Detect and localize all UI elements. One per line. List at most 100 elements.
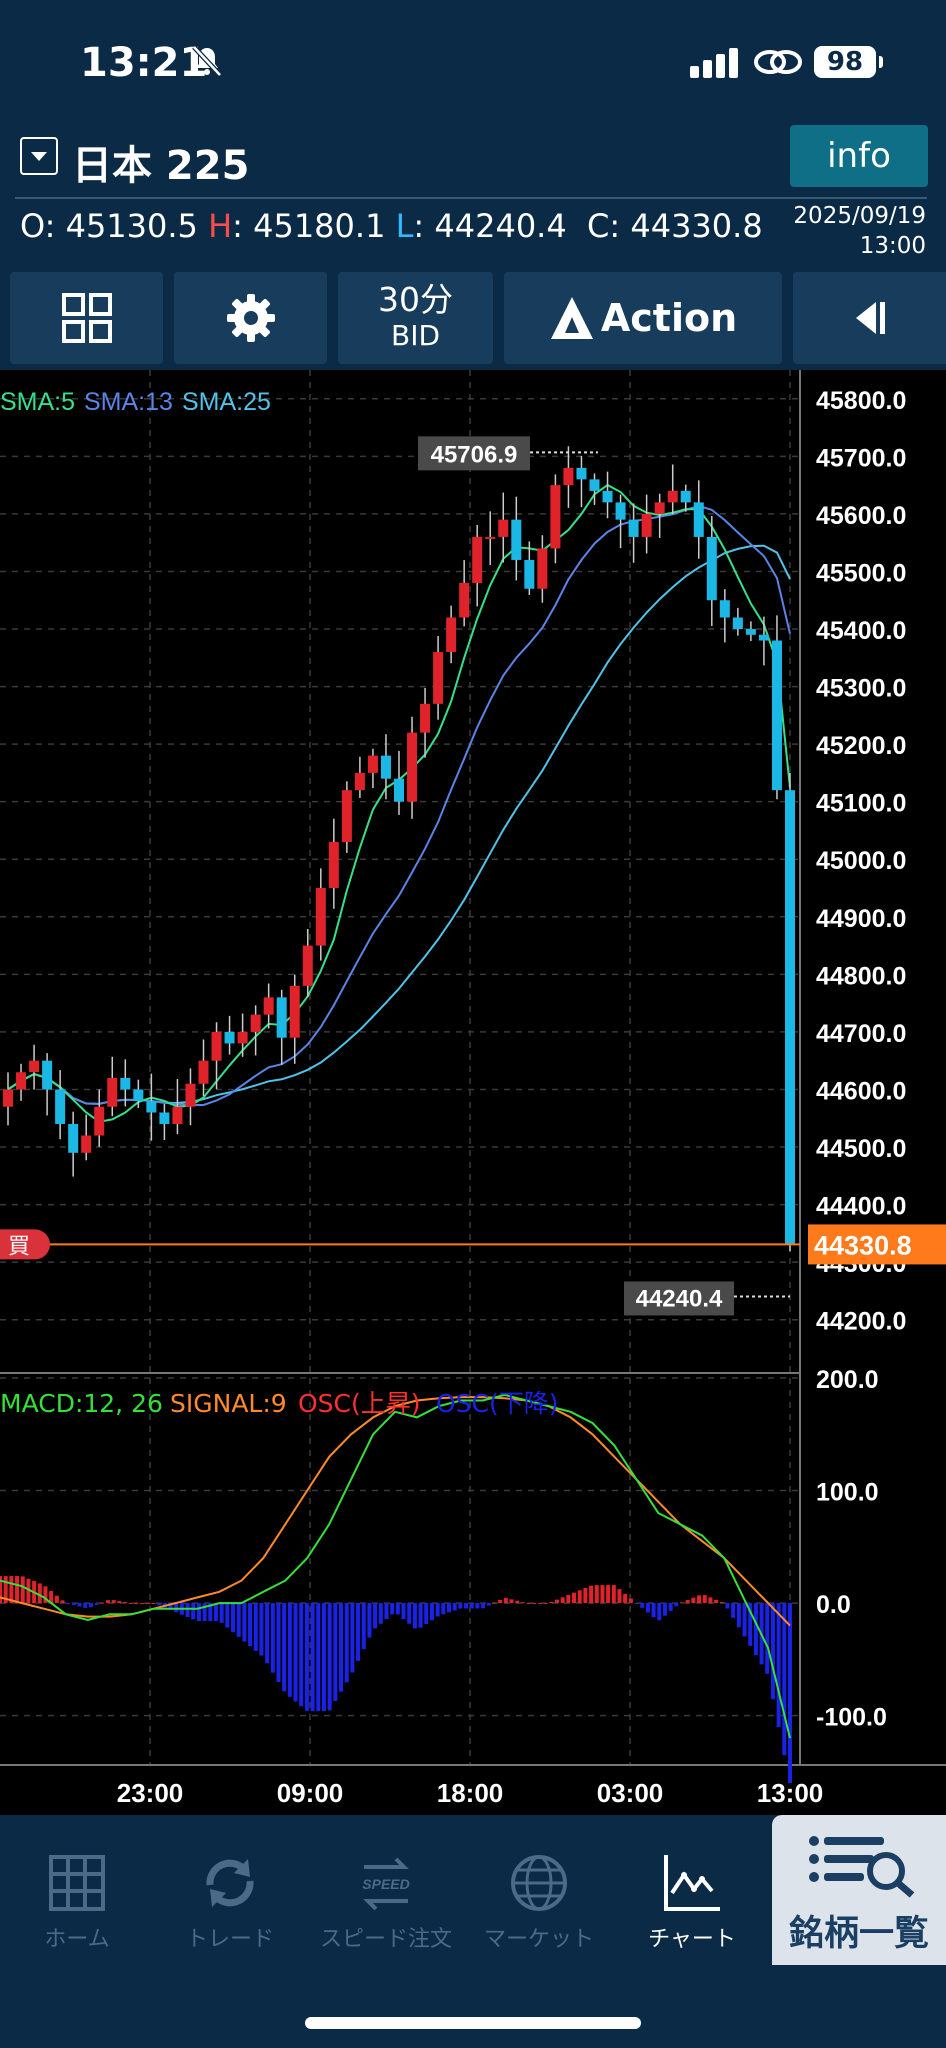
candle-down — [602, 490, 613, 503]
candle-down — [628, 519, 639, 537]
macd-tick-label: 200.0 — [816, 1366, 879, 1394]
home-bar — [0, 1965, 946, 2048]
macd-osc-bar — [606, 1585, 611, 1604]
macd-osc-bar — [617, 1589, 622, 1604]
macd-osc-bar — [481, 1603, 486, 1609]
macd-osc-bar — [276, 1603, 281, 1682]
candle-up — [172, 1106, 183, 1125]
candle-down — [224, 1031, 235, 1044]
macd-osc-bar — [105, 1600, 110, 1604]
cellular-signal-icon — [690, 48, 742, 78]
candle-up — [107, 1077, 118, 1107]
action-triangle-icon — [550, 297, 593, 339]
refresh-icon — [206, 1859, 254, 1907]
info-button[interactable]: info — [790, 125, 928, 187]
sma-legend-label: SMA:5 — [0, 388, 75, 416]
candle-up — [537, 548, 548, 589]
macd-osc-bar — [714, 1599, 719, 1604]
macd-osc-bar — [537, 1603, 542, 1605]
candle-down — [758, 634, 769, 641]
candle-down — [771, 640, 782, 791]
chart-icon — [664, 1855, 720, 1911]
chart-labels: SMA:5 SMA:13 SMA:25 45706.9 44240.4 44330.8 買 — [0, 388, 946, 1316]
macd-osc-bar — [367, 1603, 372, 1638]
candle-up — [485, 536, 496, 539]
macd-osc-bar — [543, 1603, 548, 1605]
bell-muted-icon — [192, 45, 222, 77]
macd-osc-bar — [435, 1603, 440, 1617]
timeframe-button[interactable]: 30分 BID — [338, 272, 493, 364]
price-tick-label: 45300.0 — [816, 675, 906, 703]
macd-osc-bar — [157, 1603, 162, 1606]
macd-osc-bar — [242, 1603, 247, 1642]
macd-osc-bar — [395, 1603, 400, 1615]
candle-up — [354, 772, 365, 791]
macd-osc-bar — [509, 1599, 514, 1604]
price-chart[interactable]: MACD:12, 26 SIGNAL:9 OSC(上昇) OSC(下降) 45800.… — [0, 370, 946, 1815]
current-price-box — [808, 1224, 946, 1265]
candle-up — [328, 841, 339, 889]
candle-up — [237, 1031, 248, 1044]
macd-osc-bar — [594, 1585, 599, 1604]
battery-tip — [879, 56, 883, 68]
time-axis: 23:00 09:00 18:00 03:00 13:00 — [117, 1778, 824, 1808]
macd-osc-bar — [475, 1603, 480, 1609]
macd-osc-bar — [782, 1603, 787, 1756]
macd-osc-bar — [589, 1585, 594, 1604]
price-tick-label: 44400.0 — [816, 1193, 906, 1221]
layout-button[interactable] — [10, 272, 163, 364]
candle-up — [550, 485, 561, 549]
high-label-box — [418, 436, 530, 471]
symbol-name[interactable]: 日本 225 — [72, 143, 250, 189]
settings-button[interactable] — [174, 272, 327, 364]
candle-up — [459, 582, 470, 618]
macd-osc-bar — [43, 1586, 48, 1604]
macd-osc-bar — [299, 1603, 304, 1707]
nav-market[interactable]: マーケット — [464, 1815, 614, 1965]
action-button[interactable]: Action — [504, 272, 782, 364]
macd-osc-bar — [742, 1603, 747, 1637]
macd-osc-bar — [54, 1595, 59, 1604]
bottom-navigation: ホーム トレード SPEED スピード注文 マーケット チャ — [0, 1815, 946, 1965]
candle-down — [120, 1077, 131, 1090]
macd-osc-bar — [697, 1595, 702, 1604]
candle-up — [563, 467, 574, 486]
collapse-button[interactable] — [793, 272, 946, 364]
open-label: O: — [20, 207, 56, 245]
price-tick-label: 45000.0 — [816, 847, 906, 875]
high-label-text: 45706.9 — [431, 441, 518, 468]
nav-speed-order[interactable]: SPEED スピード注文 — [311, 1815, 461, 1965]
symbol-list-button[interactable]: 銘柄一覧 — [772, 1815, 946, 1965]
macd-osc-bar — [128, 1602, 133, 1604]
macd-legend-label: OSC(上昇) — [298, 1389, 421, 1418]
close-label: C: — [587, 207, 621, 245]
macd-osc-bar — [344, 1603, 349, 1683]
sma-legend-label: SMA:25 — [182, 388, 271, 416]
macd-osc-bar — [566, 1594, 571, 1604]
macd-osc-bar — [66, 1603, 71, 1605]
macd-osc-bar — [100, 1602, 105, 1604]
nav-chart[interactable]: チャート — [617, 1815, 767, 1965]
price-tick-label: 45400.0 — [816, 617, 906, 645]
macd-osc-bar — [520, 1602, 525, 1604]
status-time: 13:21 — [80, 40, 208, 86]
candle-up — [263, 997, 274, 1015]
macd-osc-bar — [702, 1595, 707, 1604]
candle-down — [55, 1089, 66, 1125]
macd-osc-bar — [503, 1597, 508, 1604]
symbol-dropdown-icon[interactable] — [20, 137, 58, 175]
price-tick-label: 44800.0 — [816, 962, 906, 990]
speed-badge-text: SPEED — [362, 1876, 409, 1892]
macd-osc-bar — [356, 1603, 361, 1661]
macd-osc-bar — [691, 1597, 696, 1604]
nav-home[interactable]: ホーム — [2, 1815, 152, 1965]
macd-osc-bar — [572, 1592, 577, 1604]
candle-up — [315, 888, 326, 946]
home-grid-icon — [49, 1855, 105, 1911]
ohlc-readout: O: 45130.5 H: 45180.1 L: 44240.4 C: 4433… — [20, 207, 763, 245]
price-tick-label: 44500.0 — [816, 1135, 906, 1163]
candle-up — [211, 1031, 222, 1061]
candle-down — [719, 600, 730, 618]
nav-trade[interactable]: トレード — [155, 1815, 305, 1965]
low-value: 44240.4 — [434, 207, 567, 245]
